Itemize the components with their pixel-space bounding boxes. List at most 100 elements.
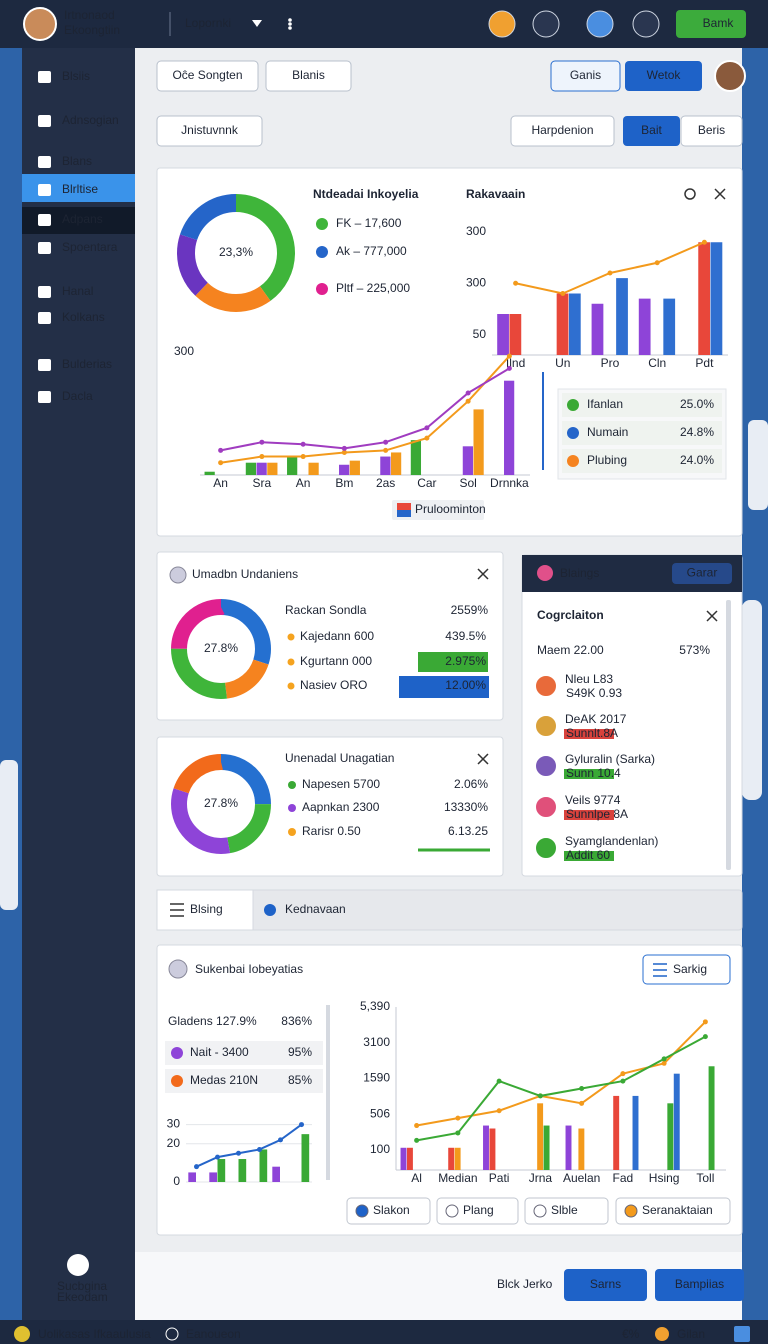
toolbar-button-label[interactable]: Blanis: [292, 68, 325, 82]
filter-pill[interactable]: [436, 1197, 519, 1225]
toolbar-button[interactable]: [550, 60, 621, 92]
toolbar-button-label[interactable]: Ganis: [570, 68, 601, 82]
sidebar-icon: [38, 286, 51, 298]
sidebar-item[interactable]: Hanal: [62, 284, 93, 298]
line-point: [661, 1056, 667, 1062]
item-name[interactable]: Gyluralin (Sarka): [565, 752, 655, 766]
sort-label[interactable]: Harpdenion: [531, 123, 593, 137]
filter-label[interactable]: Seranaktaian: [642, 1203, 713, 1217]
panel-icon: [168, 959, 188, 979]
sidebar-item[interactable]: Adpans: [62, 212, 103, 226]
sidebar-item[interactable]: Kolkans: [62, 310, 105, 324]
item-name[interactable]: DeAK 2017: [565, 712, 627, 726]
stats-value: 95%: [288, 1045, 312, 1059]
filter-label[interactable]: Jnistuvnnk: [181, 123, 239, 137]
legend-dot: [316, 283, 328, 295]
row-label: Kgurtann 000: [300, 654, 372, 668]
profile-avatar: [714, 60, 746, 92]
line-point: [341, 449, 347, 455]
toolbar-button[interactable]: [156, 60, 259, 92]
header-button-label[interactable]: Bamk: [703, 16, 735, 30]
toolbar-button[interactable]: [265, 60, 352, 92]
donut-segment: [171, 599, 271, 699]
footer-button[interactable]: [564, 1269, 647, 1301]
sort[interactable]: [510, 115, 615, 147]
close-icon[interactable]: [477, 568, 489, 580]
header-icon: [586, 10, 614, 38]
item-name[interactable]: Syamglandenlan): [565, 834, 658, 848]
bar: [308, 462, 319, 475]
menu[interactable]: Lopornki: [185, 16, 231, 30]
item-name[interactable]: Veils 9774: [565, 793, 621, 807]
sidebar-item[interactable]: Blans: [62, 154, 92, 168]
report-button-label[interactable]: Sarkig: [673, 962, 707, 976]
bar: [632, 1095, 639, 1170]
toolbar-button-label[interactable]: Oĉe Songten: [172, 68, 242, 82]
line-point: [218, 447, 224, 453]
filter-label[interactable]: Slakon: [373, 1203, 410, 1217]
line-point: [424, 425, 430, 431]
line: [196, 1123, 303, 1168]
side-button-label[interactable]: Garar: [687, 566, 718, 580]
toggle-label[interactable]: Bait: [641, 123, 662, 137]
sidebar-item[interactable]: Bulderias: [62, 357, 112, 371]
footer-button-label[interactable]: Sarns: [590, 1277, 621, 1291]
sidebar-item[interactable]: Blrltise: [62, 182, 98, 196]
filter-label[interactable]: Slble: [551, 1203, 578, 1217]
filter-label[interactable]: Plang: [463, 1203, 494, 1217]
x-tick-label: Fad: [613, 1171, 634, 1185]
x-tick-label: Sra: [253, 476, 272, 490]
close-icon[interactable]: [706, 610, 718, 622]
toggle[interactable]: [623, 116, 680, 146]
bar: [259, 1149, 268, 1182]
sidebar-footer: Sucbgina: [57, 1279, 107, 1293]
panel-title: Sukenbai Iobeyatias: [195, 962, 303, 976]
x-tick-label: Car: [417, 476, 436, 490]
tab-icon: [264, 904, 276, 916]
close-icon[interactable]: [714, 188, 726, 200]
status-icon: [734, 1326, 750, 1342]
side-panel: [521, 554, 743, 877]
line-point: [383, 447, 389, 453]
toggle-label[interactable]: Beris: [698, 123, 725, 137]
legend-label: Ak – 777,000: [336, 244, 407, 258]
close-icon[interactable]: [477, 753, 489, 765]
line-point: [218, 460, 224, 466]
filter-pill[interactable]: [346, 1197, 431, 1225]
scrollbar: [326, 1005, 330, 1180]
sidebar-item[interactable]: Dacla: [62, 389, 93, 403]
line-point: [257, 1146, 262, 1152]
value-bar: [418, 652, 488, 672]
toolbar-button-label[interactable]: Wetok: [647, 68, 682, 82]
footer: [135, 1252, 742, 1320]
units-heading: Rackan Sondla: [285, 603, 367, 617]
filter-pill[interactable]: [524, 1197, 609, 1225]
sidebar-item[interactable]: Spoentara: [62, 240, 118, 254]
tab[interactable]: Kednavaan: [285, 902, 346, 916]
x-tick-label: Al: [411, 1171, 422, 1185]
filter-icon: [445, 1204, 459, 1218]
bar: [673, 1073, 680, 1170]
value-bar: [399, 676, 489, 698]
side-button[interactable]: [672, 563, 732, 584]
panel-icon: [169, 566, 187, 584]
footer-button-label[interactable]: Bampiias: [675, 1277, 724, 1291]
filter-pill[interactable]: [615, 1197, 731, 1225]
item-avatar: [534, 714, 558, 738]
header-button[interactable]: [676, 10, 746, 38]
sidebar-item[interactable]: Blsiis: [62, 69, 90, 83]
footer-link[interactable]: Blck Jerko: [497, 1277, 553, 1291]
line-point: [383, 439, 389, 445]
bar: [339, 464, 350, 475]
bar: [209, 1172, 217, 1182]
toolbar-button[interactable]: [625, 61, 702, 91]
line: [220, 355, 511, 464]
item-name[interactable]: Nleu L83: [565, 672, 613, 686]
legend-note: Pruloominton: [415, 502, 486, 516]
filter[interactable]: [156, 115, 263, 147]
bar: [613, 1095, 620, 1170]
toggle[interactable]: [680, 115, 743, 147]
sidebar-item[interactable]: Adnsogian: [62, 113, 119, 127]
tab[interactable]: Blsing: [190, 902, 223, 916]
footer-button[interactable]: [655, 1269, 744, 1301]
